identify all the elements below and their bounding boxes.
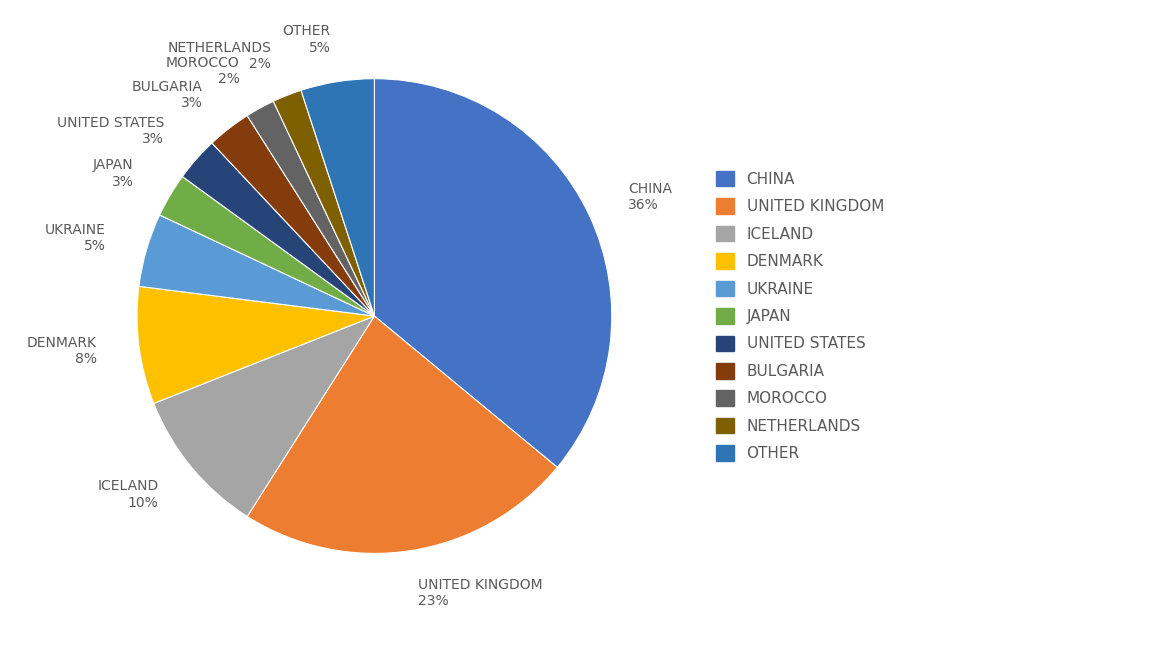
Wedge shape	[247, 316, 557, 553]
Wedge shape	[301, 79, 374, 316]
Wedge shape	[153, 316, 374, 517]
Legend: CHINA, UNITED KINGDOM, ICELAND, DENMARK, UKRAINE, JAPAN, UNITED STATES, BULGARIA: CHINA, UNITED KINGDOM, ICELAND, DENMARK,…	[708, 163, 892, 469]
Text: MOROCCO
2%: MOROCCO 2%	[166, 55, 240, 86]
Text: DENMARK
8%: DENMARK 8%	[27, 336, 96, 366]
Wedge shape	[159, 177, 374, 316]
Text: UKRAINE
5%: UKRAINE 5%	[44, 223, 105, 253]
Wedge shape	[212, 115, 374, 316]
Text: UNITED STATES
3%: UNITED STATES 3%	[57, 115, 164, 146]
Text: ICELAND
10%: ICELAND 10%	[97, 479, 159, 510]
Text: UNITED KINGDOM
23%: UNITED KINGDOM 23%	[418, 577, 543, 608]
Wedge shape	[183, 143, 374, 316]
Text: OTHER
5%: OTHER 5%	[282, 25, 331, 55]
Text: NETHERLANDS
2%: NETHERLANDS 2%	[167, 41, 271, 71]
Wedge shape	[137, 286, 374, 403]
Text: JAPAN
3%: JAPAN 3%	[92, 159, 133, 188]
Text: BULGARIA
3%: BULGARIA 3%	[132, 79, 202, 110]
Wedge shape	[374, 79, 612, 468]
Text: CHINA
36%: CHINA 36%	[628, 182, 672, 212]
Wedge shape	[139, 215, 374, 316]
Wedge shape	[274, 90, 374, 316]
Wedge shape	[247, 101, 374, 316]
